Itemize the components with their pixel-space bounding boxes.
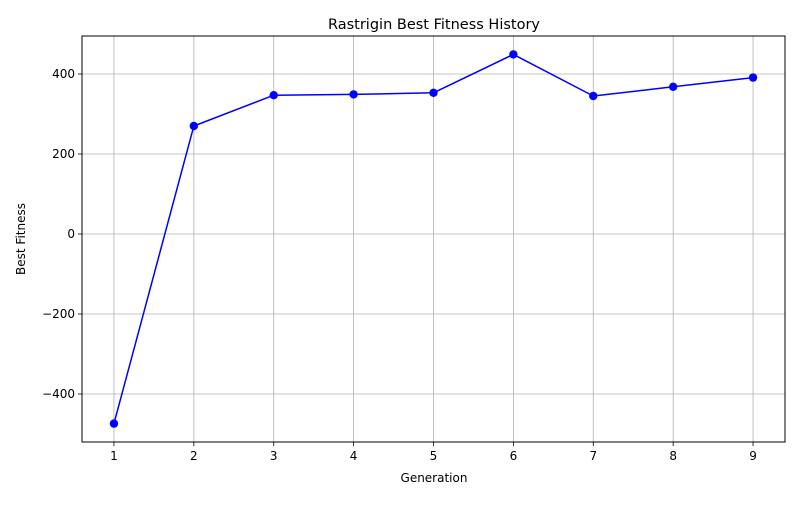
y-tick-label: −200 bbox=[42, 307, 75, 321]
data-point bbox=[748, 73, 758, 82]
axis-ticks: 1 2 3 4 5 6 7 8 9 −400 −200 0 200 400 bbox=[42, 67, 757, 463]
data-point bbox=[269, 91, 278, 100]
x-axis-label: Generation bbox=[401, 471, 468, 485]
data-point bbox=[589, 91, 598, 101]
x-tick-label: 1 bbox=[110, 449, 118, 463]
x-tick-label: 9 bbox=[749, 449, 757, 463]
y-tick-label: 0 bbox=[67, 227, 75, 241]
x-tick-label: 8 bbox=[669, 449, 677, 463]
x-tick-label: 2 bbox=[190, 449, 198, 463]
y-tick-label: −400 bbox=[42, 387, 75, 401]
data-point bbox=[429, 88, 438, 98]
data-point bbox=[189, 121, 199, 131]
data-point bbox=[509, 50, 518, 59]
x-tick-label: 7 bbox=[589, 449, 597, 463]
y-tick-label: 400 bbox=[52, 67, 75, 81]
y-axis-label: Best Fitness bbox=[14, 203, 28, 275]
x-tick-label: 6 bbox=[510, 449, 518, 463]
x-tick-label: 5 bbox=[430, 449, 438, 463]
series-layer bbox=[109, 50, 758, 428]
data-point bbox=[668, 82, 678, 92]
data-point bbox=[109, 419, 119, 428]
data-point bbox=[349, 90, 358, 99]
grid-lines bbox=[82, 36, 785, 442]
x-tick-label: 3 bbox=[270, 449, 278, 463]
y-tick-label: 200 bbox=[52, 147, 75, 161]
chart-title: Rastrigin Best Fitness History bbox=[328, 17, 540, 33]
x-tick-label: 4 bbox=[350, 449, 358, 463]
